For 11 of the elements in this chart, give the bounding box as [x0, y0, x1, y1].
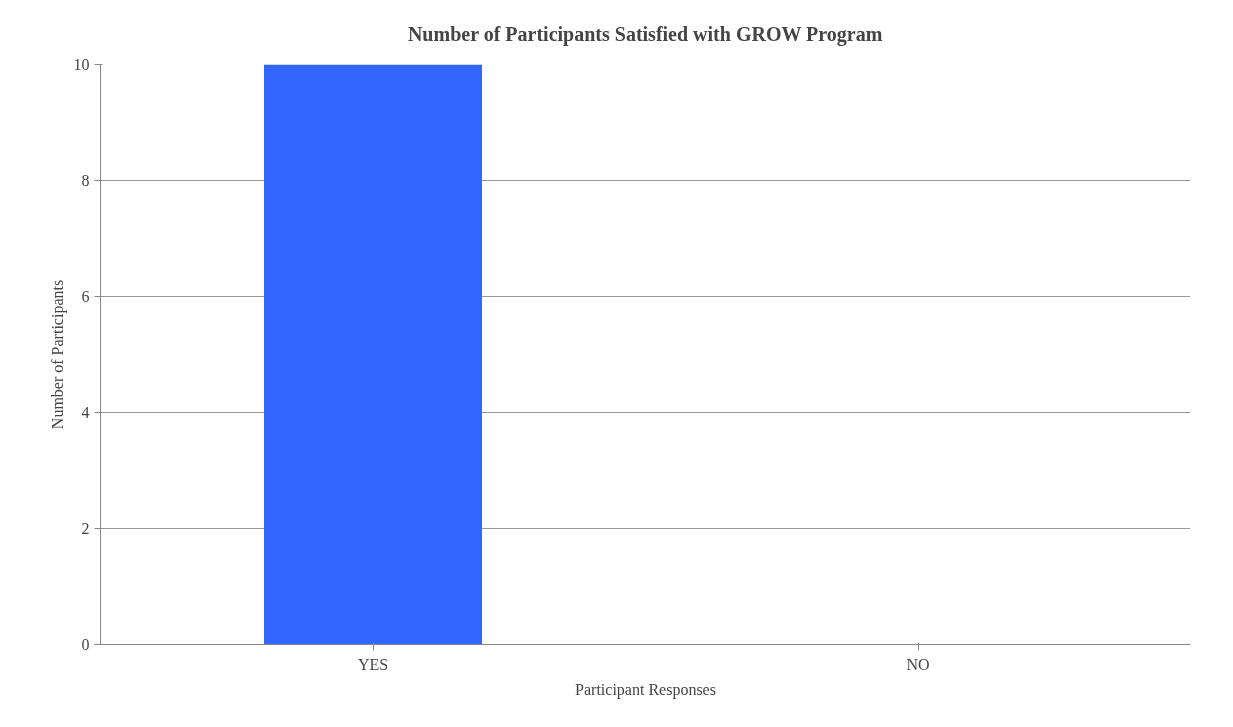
x-tick-label: NO: [906, 655, 930, 673]
y-tick-label: 10: [73, 56, 90, 73]
y-tick-label: 0: [81, 636, 90, 653]
y-tick-label: 4: [81, 404, 90, 421]
y-tick-label: 6: [81, 288, 90, 305]
chart-title: Number of Participants Satisfied with GROW Program: [407, 22, 883, 46]
x-tick-label: YES: [357, 655, 389, 673]
y-axis-title: Number of Participants: [48, 279, 67, 430]
y-tick-label: 2: [81, 520, 90, 537]
y-tick-label: 8: [81, 172, 90, 189]
x-axis-title: Participant Responses: [575, 680, 716, 699]
